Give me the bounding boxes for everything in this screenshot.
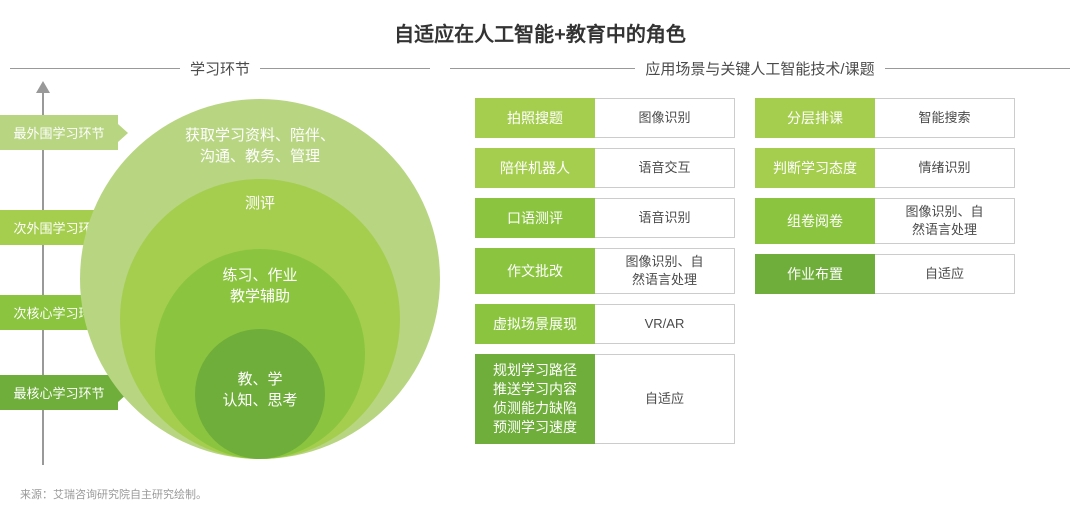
- grid-column-0: 拍照搜题图像识别陪伴机器人语音交互口语测评语音识别作文批改图像识别、自然语言处理…: [475, 98, 735, 444]
- scenario-chip: 作文批改: [475, 248, 595, 294]
- ring-label-0: 获取学习资料、陪伴、沟通、教务、管理: [98, 125, 422, 167]
- right-section-header: 应用场景与关键人工智能技术/课题: [440, 58, 1080, 79]
- scenario-chip: 虚拟场景展现: [475, 304, 595, 344]
- page-title: 自适应在人工智能+教育中的角色: [0, 0, 1080, 47]
- divider: [10, 68, 180, 69]
- left-section-header: 学习环节: [0, 58, 440, 79]
- grid-column-1: 分层排课智能搜索判断学习态度情绪识别组卷阅卷图像识别、自然语言处理作业布置自适应: [755, 98, 1015, 444]
- technology-chip: 图像识别、自然语言处理: [595, 248, 735, 294]
- scenario-chip: 规划学习路径推送学习内容侦测能力缺陷预测学习速度: [475, 354, 595, 444]
- technology-chip: 自适应: [595, 354, 735, 444]
- grid-row: 陪伴机器人语音交互: [475, 148, 735, 188]
- divider: [450, 68, 635, 69]
- technology-chip: VR/AR: [595, 304, 735, 344]
- technology-chip: 语音识别: [595, 198, 735, 238]
- grid-row: 判断学习态度情绪识别: [755, 148, 1015, 188]
- section-headers: 学习环节 应用场景与关键人工智能技术/课题: [0, 58, 1080, 79]
- grid-row: 拍照搜题图像识别: [475, 98, 735, 138]
- grid-row: 分层排课智能搜索: [755, 98, 1015, 138]
- technology-chip: 智能搜索: [875, 98, 1015, 138]
- left-header-text: 学习环节: [190, 58, 250, 79]
- scenario-chip: 拍照搜题: [475, 98, 595, 138]
- divider: [885, 68, 1070, 69]
- learning-stages-diagram: 最外围学习环节次外围学习环节次核心学习环节最核心学习环节 获取学习资料、陪伴、沟…: [20, 85, 440, 480]
- scenario-chip: 作业布置: [755, 254, 875, 294]
- grid-row: 组卷阅卷图像识别、自然语言处理: [755, 198, 1015, 244]
- ring-label-1: 测评: [134, 193, 386, 214]
- technology-chip: 情绪识别: [875, 148, 1015, 188]
- right-header-text: 应用场景与关键人工智能技术/课题: [645, 58, 874, 79]
- technology-chip: 自适应: [875, 254, 1015, 294]
- technology-chip: 图像识别: [595, 98, 735, 138]
- grid-row: 作文批改图像识别、自然语言处理: [475, 248, 735, 294]
- scenario-chip: 判断学习态度: [755, 148, 875, 188]
- axis-arrow-head: [36, 81, 50, 93]
- scenario-chip: 分层排课: [755, 98, 875, 138]
- source-credit: 来源：艾瑞咨询研究院自主研究绘制。: [20, 486, 207, 502]
- nested-circles: 获取学习资料、陪伴、沟通、教务、管理测评练习、作业教学辅助教、学认知、思考: [80, 85, 440, 465]
- scenario-chip: 陪伴机器人: [475, 148, 595, 188]
- grid-row: 口语测评语音识别: [475, 198, 735, 238]
- grid-row: 规划学习路径推送学习内容侦测能力缺陷预测学习速度自适应: [475, 354, 735, 444]
- technology-chip: 语音交互: [595, 148, 735, 188]
- ring-3: 教、学认知、思考: [195, 329, 325, 459]
- scenario-chip: 组卷阅卷: [755, 198, 875, 244]
- application-grid: 拍照搜题图像识别陪伴机器人语音交互口语测评语音识别作文批改图像识别、自然语言处理…: [475, 98, 1065, 444]
- divider: [260, 68, 430, 69]
- grid-row: 作业布置自适应: [755, 254, 1015, 294]
- ring-label-2: 练习、作业教学辅助: [166, 265, 355, 307]
- grid-row: 虚拟场景展现VR/AR: [475, 304, 735, 344]
- ring-label-3: 教、学认知、思考: [202, 369, 319, 411]
- technology-chip: 图像识别、自然语言处理: [875, 198, 1015, 244]
- scenario-chip: 口语测评: [475, 198, 595, 238]
